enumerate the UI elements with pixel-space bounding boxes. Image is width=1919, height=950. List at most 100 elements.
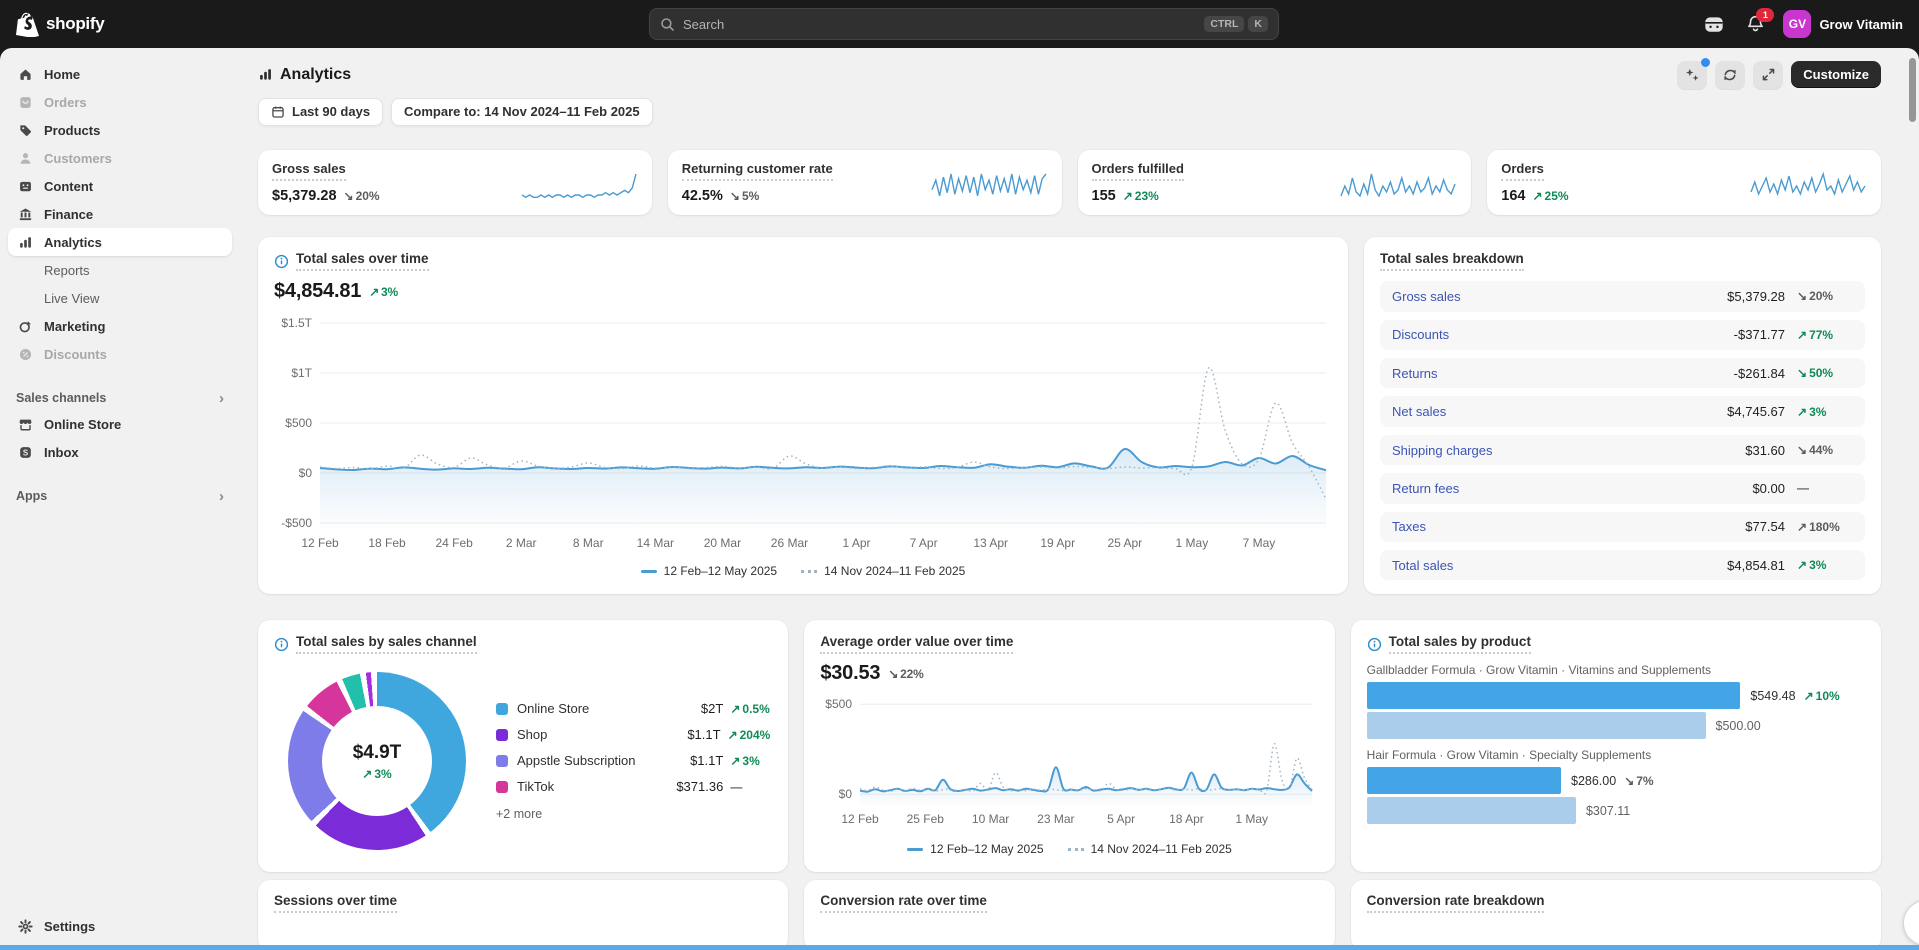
svg-text:1 Apr: 1 Apr — [843, 536, 871, 550]
partial-card: Sessions over time — [258, 880, 788, 950]
previous-period-bar — [1367, 797, 1576, 824]
breakdown-metric-link[interactable]: Return fees — [1392, 481, 1459, 496]
ai-autofill-button[interactable] — [1677, 61, 1707, 89]
breakdown-row[interactable]: Returns-$261.84↘50% — [1380, 358, 1865, 388]
card-title[interactable]: Sessions over time — [274, 893, 397, 913]
sidebar-item-home[interactable]: Home — [8, 60, 232, 88]
search-input[interactable]: Search CTRLK — [649, 8, 1279, 40]
main-content: Analytics — [240, 48, 1919, 950]
delta-badge: ↗25% — [1532, 189, 1568, 203]
legend-color-chip — [496, 755, 508, 767]
refresh-button[interactable] — [1715, 61, 1745, 89]
donut-center-value: $4.9T — [353, 742, 402, 764]
breakdown-row[interactable]: Return fees$0.00— — [1380, 473, 1865, 503]
sidebar-item-live-view[interactable]: Live View — [8, 284, 232, 312]
inbox-icon: S — [16, 445, 34, 460]
total-sales-delta: ↗3% — [369, 285, 398, 299]
breakdown-metric-link[interactable]: Shipping charges — [1392, 443, 1492, 458]
breakdown-row[interactable]: Gross sales$5,379.28↘20% — [1380, 281, 1865, 311]
kpi-title[interactable]: Orders — [1501, 161, 1544, 181]
legend-entry: 14 Nov 2024–11 Feb 2025 — [1068, 842, 1232, 856]
svg-text:18 Feb: 18 Feb — [368, 536, 406, 550]
kpi-sparkline — [1339, 170, 1457, 204]
svg-text:7 May: 7 May — [1243, 536, 1276, 550]
sidekick-button[interactable] — [1700, 11, 1728, 37]
expand-icon — [1761, 67, 1776, 82]
card-title[interactable]: Total sales over time — [296, 251, 429, 271]
breakdown-row[interactable]: Discounts-$371.77↗77% — [1380, 320, 1865, 350]
expand-button[interactable] — [1753, 61, 1783, 89]
refresh-icon — [1722, 67, 1738, 83]
kpi-card-orders[interactable]: Orders164↗25% — [1487, 150, 1881, 215]
kpi-title[interactable]: Gross sales — [272, 161, 346, 181]
scrollbar-thumb[interactable] — [1909, 58, 1916, 122]
kpi-title[interactable]: Orders fulfilled — [1092, 161, 1184, 181]
breakdown-row[interactable]: Taxes$77.54↗180% — [1380, 512, 1865, 542]
sidebar-item-content[interactable]: Content — [8, 172, 232, 200]
sidebar-item-label: Finance — [44, 207, 93, 222]
breakdown-row[interactable]: Shipping charges$31.60↘44% — [1380, 435, 1865, 465]
breakdown-value: $4,854.81 — [1727, 558, 1785, 573]
breakdown-metric-link[interactable]: Discounts — [1392, 327, 1449, 342]
breakdown-row[interactable]: Total sales$4,854.81↗3% — [1380, 550, 1865, 580]
shopify-bag-icon — [16, 11, 40, 37]
svg-text:12 Feb: 12 Feb — [842, 812, 880, 826]
aov-delta: ↘22% — [888, 667, 923, 681]
sidebar-item-label: Customers — [44, 151, 112, 166]
gear-icon — [16, 919, 34, 934]
delta-badge: ↘44% — [1797, 443, 1853, 457]
legend-dotted-line-icon — [801, 570, 817, 573]
compare-button[interactable]: Compare to: 14 Nov 2024–11 Feb 2025 — [391, 98, 653, 126]
current-period-bar — [1367, 682, 1741, 709]
info-icon[interactable] — [1367, 637, 1382, 652]
finance-icon — [16, 207, 34, 222]
analytics-icon — [16, 235, 34, 250]
home-icon — [16, 67, 34, 82]
breakdown-metric-link[interactable]: Net sales — [1392, 404, 1446, 419]
card-title[interactable]: Total sales by product — [1389, 634, 1531, 654]
delta-badge: ↗0.5% — [730, 702, 770, 716]
card-title[interactable]: Conversion rate over time — [820, 893, 987, 913]
delta-badge: ↘20% — [344, 189, 380, 203]
sidebar-section-apps[interactable]: Apps › — [8, 484, 232, 508]
breakdown-value: $0.00 — [1752, 481, 1785, 496]
breakdown-metric-link[interactable]: Returns — [1392, 366, 1438, 381]
sidebar-item-online-store[interactable]: Online Store — [8, 410, 232, 438]
sidebar-item-analytics[interactable]: Analytics — [8, 228, 232, 256]
store-menu[interactable]: GV Grow Vitamin — [1783, 10, 1903, 38]
kpi-title[interactable]: Returning customer rate — [682, 161, 833, 181]
card-title[interactable]: Total sales breakdown — [1380, 251, 1524, 271]
sidekick-icon — [1704, 15, 1724, 33]
breakdown-metric-link[interactable]: Total sales — [1392, 558, 1453, 573]
breakdown-metric-link[interactable]: Taxes — [1392, 519, 1426, 534]
sidebar-item-reports[interactable]: Reports — [8, 256, 232, 284]
info-icon[interactable] — [274, 254, 289, 269]
info-icon[interactable] — [274, 637, 289, 652]
channel-name: TikTok — [517, 779, 554, 794]
more-channels-link[interactable]: +2 more — [496, 807, 770, 821]
delta-badge: ↗204% — [728, 728, 771, 742]
sidebar-item-products[interactable]: Products — [8, 116, 232, 144]
shopify-logo[interactable]: shopify — [16, 11, 236, 37]
breakdown-row[interactable]: Net sales$4,745.67↗3% — [1380, 396, 1865, 426]
kpi-card-gross-sales[interactable]: Gross sales$5,379.28↘20% — [258, 150, 652, 215]
card-title[interactable]: Total sales by sales channel — [296, 634, 477, 654]
sidebar-section-sales-channels[interactable]: Sales channels › — [8, 386, 232, 410]
sidebar-item-inbox[interactable]: S Inbox — [8, 438, 232, 466]
card-title[interactable]: Average order value over time — [820, 634, 1013, 654]
svg-text:25 Apr: 25 Apr — [1107, 536, 1142, 550]
breakdown-metric-link[interactable]: Gross sales — [1392, 289, 1461, 304]
card-title[interactable]: Conversion rate breakdown — [1367, 893, 1545, 913]
sidebar-item-label: Inbox — [44, 445, 79, 460]
legend-color-chip — [496, 781, 508, 793]
sidebar-item-marketing[interactable]: Marketing — [8, 312, 232, 340]
sidebar-item-orders: Orders — [8, 88, 232, 116]
date-range-button[interactable]: Last 90 days — [258, 98, 383, 126]
kpi-card-returning-customer-rate[interactable]: Returning customer rate42.5%↘5% — [668, 150, 1062, 215]
sidebar-item-finance[interactable]: Finance — [8, 200, 232, 228]
customize-button[interactable]: Customize — [1791, 61, 1881, 88]
sidebar-item-settings[interactable]: Settings — [8, 912, 232, 940]
kpi-card-orders-fulfilled[interactable]: Orders fulfilled155↗23% — [1078, 150, 1472, 215]
sales-by-channel-card: Total sales by sales channel $4.9T ↗3% O… — [258, 620, 788, 872]
notifications-button[interactable]: 1 — [1742, 11, 1769, 37]
